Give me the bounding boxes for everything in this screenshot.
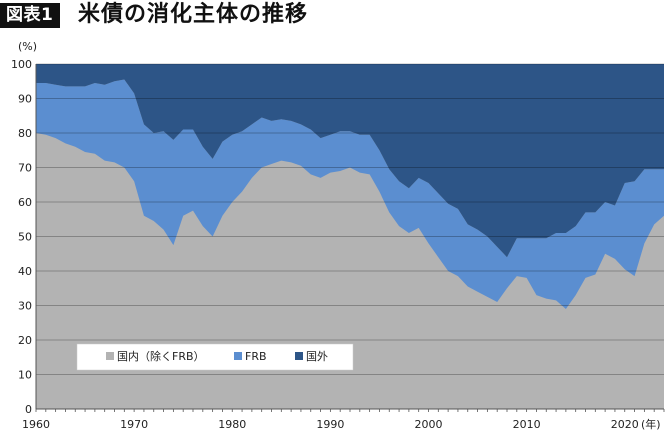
legend-swatch-2	[234, 352, 242, 360]
x-tick-label: 1970	[120, 418, 148, 431]
legend-label-2: FRB	[245, 350, 267, 363]
y-tick-label: 40	[18, 265, 32, 278]
legend-box	[76, 343, 354, 371]
legend: 国内（除くFRB） FRB 国外	[76, 343, 354, 371]
y-tick-label: 30	[18, 300, 32, 313]
y-tick-label: 90	[18, 93, 32, 106]
series-area-2	[36, 79, 664, 309]
x-tick-label: 1960	[22, 418, 50, 431]
series-area-3	[36, 64, 664, 258]
legend-label-3: 国外	[306, 350, 328, 363]
y-tick-label: 20	[18, 334, 32, 347]
x-tick-label: 2000	[415, 418, 443, 431]
y-tick-label: 0	[25, 403, 32, 416]
chart-title: 米債の消化主体の推移	[78, 2, 309, 27]
legend-swatch-3	[295, 352, 303, 360]
series-area-1	[36, 133, 664, 409]
y-axis-unit-label: (%)	[18, 40, 37, 53]
y-tick-label: 70	[18, 162, 32, 175]
x-tick-label: 2020	[611, 418, 639, 431]
legend-label-1: 国内（除くFRB）	[117, 349, 205, 363]
y-tick-label: 10	[18, 369, 32, 382]
y-tick-label: 80	[18, 127, 32, 140]
x-tick-label: 2010	[513, 418, 541, 431]
y-tick-label: 60	[18, 196, 32, 209]
figure-badge: 図表1	[0, 3, 61, 28]
x-tick-label: 1990	[316, 418, 344, 431]
legend-swatch-1	[106, 352, 114, 360]
y-tick-label: 100	[11, 58, 32, 71]
y-tick-label: 50	[18, 231, 32, 244]
x-axis-unit-label: (年)	[641, 417, 661, 431]
chart-header: 図表1 米債の消化主体の推移	[0, 0, 670, 30]
x-tick-label: 1980	[218, 418, 246, 431]
